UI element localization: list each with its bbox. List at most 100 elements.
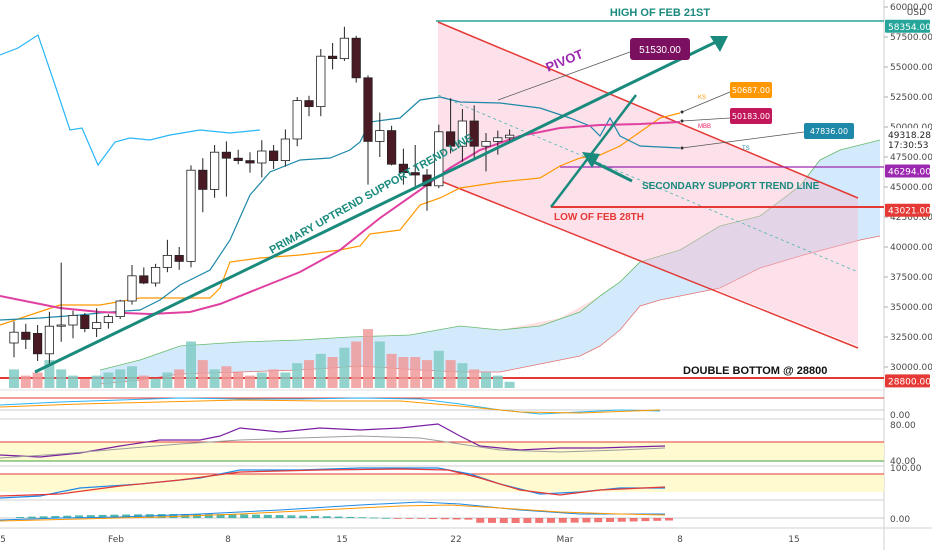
svg-text:TS: TS — [742, 146, 750, 152]
candle — [162, 239, 172, 273]
price-tag: 58354.00 — [885, 19, 931, 33]
secondary-trend-label: SECONDARY SUPPORT TREND LINE — [642, 181, 820, 192]
candle — [221, 141, 231, 197]
x-axis: 5 Feb 8 15 22 Mar 8 15 — [0, 535, 800, 545]
candle — [44, 311, 55, 365]
macd-bar — [594, 518, 603, 523]
volume-bar — [445, 360, 456, 388]
macd-bar — [370, 517, 378, 519]
volume-bar — [56, 369, 67, 388]
mbb-value: 50183.00 — [732, 112, 770, 121]
candle — [115, 299, 125, 319]
ts-callout: TS 47836.00 — [680, 123, 854, 152]
candle — [398, 148, 409, 185]
macd-bar — [204, 514, 213, 518]
price-tick-label: 57500.00 — [890, 33, 932, 43]
macd-bar — [216, 514, 225, 518]
secondary-trend-arrowhead — [582, 152, 600, 168]
price-tick-label: 35000.00 — [890, 303, 932, 313]
senkou-span-b — [99, 235, 881, 385]
volume-bar — [292, 363, 303, 388]
macd-bar — [98, 514, 107, 518]
macd-bar — [311, 515, 319, 518]
x-tick-label: Mar — [557, 535, 574, 545]
macd-bar — [322, 516, 331, 518]
x-tick-label: 8 — [677, 535, 683, 545]
candle — [375, 112, 385, 157]
svg-text:17:30:53: 17:30:53 — [888, 141, 928, 151]
rsi-panel: 80.00 40.00 — [0, 421, 916, 467]
candles — [9, 26, 515, 365]
candle — [280, 129, 291, 167]
macd-bar — [393, 518, 402, 519]
tenkan-sen — [0, 96, 681, 321]
candle — [327, 43, 338, 70]
macd-bar — [275, 515, 284, 518]
macd-panel: 0.00 — [0, 501, 910, 525]
candle — [92, 308, 102, 337]
volume-bar — [386, 353, 397, 388]
macd-bar — [629, 518, 638, 522]
candle — [209, 145, 220, 198]
candle — [103, 314, 113, 329]
price-tag: 49318.28 — [885, 128, 931, 142]
price-tag: 17:30:53 — [885, 138, 930, 151]
volume-bar — [363, 329, 373, 388]
mbb-callout: MBB 50183.00 — [680, 108, 772, 130]
candle — [316, 49, 326, 117]
candle — [493, 130, 503, 155]
macd-bar — [51, 516, 60, 518]
candle — [80, 313, 90, 333]
macd-bar — [653, 518, 662, 521]
volume-bar — [138, 375, 149, 388]
senkou-span-a — [99, 139, 881, 371]
primary-uptrend-arrowhead — [710, 36, 728, 52]
primary-uptrend-line — [34, 38, 721, 374]
rsi-bottom-label: 40.00 — [890, 457, 916, 467]
volume-bar — [186, 341, 196, 388]
macd-bar — [417, 518, 426, 519]
volume-bar — [103, 372, 114, 388]
price-tag: 28800.00 — [885, 374, 931, 388]
macd-bar — [452, 518, 461, 520]
volume-bar — [351, 341, 362, 388]
candle — [21, 323, 31, 349]
macd-bar — [464, 518, 473, 520]
candle — [257, 140, 267, 178]
volume-bar — [422, 360, 432, 388]
volume-bar — [280, 372, 291, 388]
ichimoku-cloud — [100, 140, 880, 384]
stochastic-panel: 100.00 — [0, 464, 922, 501]
macd-bar — [440, 518, 449, 520]
macd-bar — [641, 518, 650, 522]
svg-text:KS: KS — [698, 95, 706, 101]
macd-bar — [606, 518, 614, 522]
price-axis: 30000.00 32500.00 35000.00 37500.00 40000.00… — [884, 3, 932, 373]
candle — [504, 129, 515, 142]
volume-bar — [457, 363, 468, 388]
macd-bar — [429, 518, 437, 520]
volume-bar — [504, 381, 515, 388]
macd-bar — [334, 516, 343, 518]
volume-bar — [20, 375, 31, 388]
volume-bar — [221, 366, 232, 388]
price-tag: 43021.00 — [885, 203, 931, 217]
volume-bar — [327, 357, 338, 388]
candle — [245, 152, 255, 173]
price-tick-label: 55000.00 — [890, 63, 932, 73]
volume-bar — [209, 369, 220, 388]
macd-bar — [381, 517, 390, 519]
macd-bar — [558, 518, 567, 523]
candle — [386, 125, 397, 166]
macd-bar — [228, 514, 237, 518]
double-bottom-label: DOUBLE BOTTOM @ 28800 — [683, 365, 827, 377]
chikou-span — [0, 34, 261, 167]
candle — [457, 109, 468, 162]
candle — [68, 310, 78, 339]
volume-bar — [339, 347, 350, 388]
macd-bar — [523, 518, 532, 523]
volume-bar — [315, 353, 326, 388]
volume-bars — [9, 329, 515, 388]
oscillator-panel: 0.00 — [0, 389, 910, 421]
